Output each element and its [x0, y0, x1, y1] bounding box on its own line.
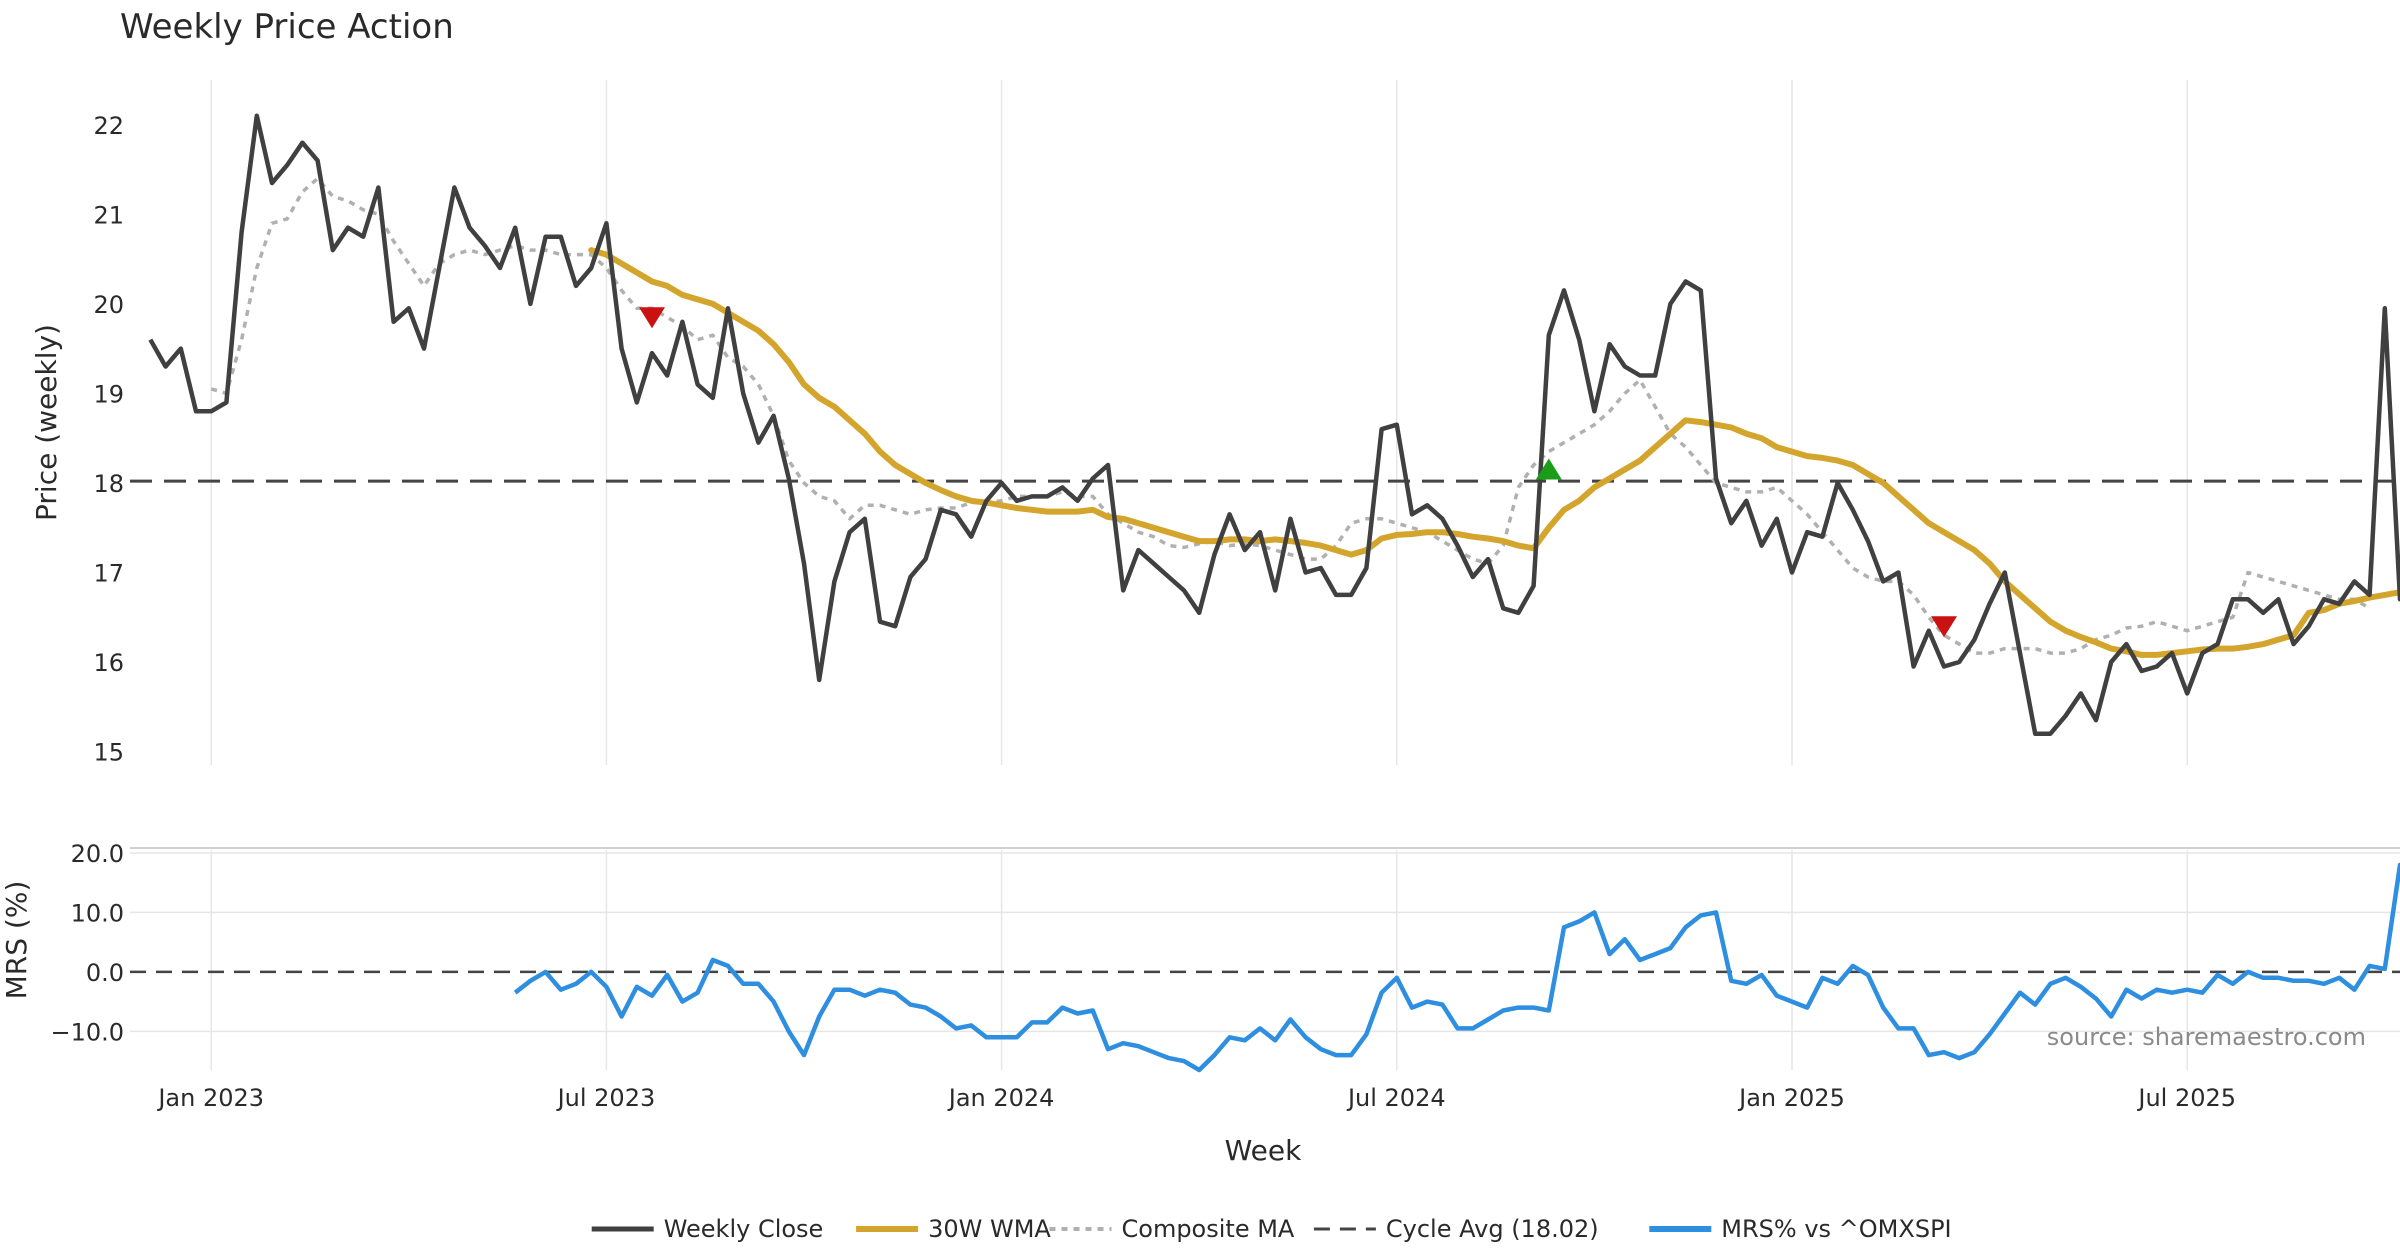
mrs-y-tick-label: 0.0 — [86, 959, 124, 987]
price-y-tick-label: 20 — [93, 291, 124, 319]
legend-label-close: Weekly Close — [664, 1215, 824, 1243]
legend: Weekly Close 30W WMA Composite MA Cycle Avg… — [591, 1215, 1952, 1243]
price-y-tick-label: 22 — [93, 112, 124, 140]
legend-label-composite: Composite MA — [1122, 1215, 1295, 1243]
mrs-y-tick-label: 20.0 — [71, 840, 124, 868]
legend-item-composite: Composite MA — [1049, 1215, 1295, 1243]
wma-30w-line — [588, 247, 2400, 658]
weekly-close-line — [148, 113, 2400, 736]
mrs-y-axis: 20.0 10.0 0.0 −10.0 — [50, 840, 124, 1046]
mrs-line — [513, 862, 2400, 1073]
legend-label-mrs: MRS% vs ^OMXSPI — [1721, 1215, 1951, 1243]
composite-ma-line — [210, 176, 2371, 655]
legend-label-cycle: Cycle Avg (18.02) — [1386, 1215, 1599, 1243]
x-tick-label: Jul 2025 — [2136, 1084, 2236, 1112]
signal-markers — [639, 307, 1957, 638]
x-axis-title: Week — [1225, 1134, 1302, 1167]
price-y-axis-title: Price (weekly) — [30, 324, 63, 521]
x-tick-label: Jan 2024 — [947, 1084, 1055, 1112]
signal-down-marker — [1931, 616, 1957, 638]
x-axis: Jan 2023 Jul 2023 Jan 2024 Jul 2024 Jan 2025… — [156, 1084, 2236, 1112]
x-tick-label: Jul 2023 — [556, 1084, 656, 1112]
signal-down-marker — [639, 307, 665, 329]
x-tick-label: Jul 2024 — [1346, 1084, 1446, 1112]
price-y-tick-label: 21 — [93, 201, 124, 229]
source-label: source: sharemaestro.com — [2047, 1023, 2366, 1051]
mrs-y-axis-title: MRS (%) — [0, 881, 33, 1000]
price-y-tick-label: 17 — [93, 559, 124, 587]
mrs-y-tick-label: −10.0 — [50, 1018, 124, 1046]
legend-item-close: Weekly Close — [591, 1215, 824, 1243]
chart-title: Weekly Price Action — [120, 7, 454, 47]
price-y-tick-label: 15 — [93, 739, 124, 767]
legend-item-mrs: MRS% vs ^OMXSPI — [1649, 1215, 1952, 1243]
legend-item-wma: 30W WMA — [856, 1215, 1051, 1243]
signal-up-marker — [1535, 458, 1562, 480]
price-y-tick-label: 16 — [93, 649, 124, 677]
price-panel: 15 16 17 18 19 20 21 22 Price (weekly) — [30, 80, 2400, 767]
price-y-tick-label: 19 — [93, 380, 124, 408]
x-tick-label: Jan 2023 — [156, 1084, 264, 1112]
mrs-panel: 20.0 10.0 0.0 −10.0 MRS (%) source: sharema… — [0, 840, 2400, 1073]
price-y-tick-label: 18 — [93, 470, 124, 498]
mrs-y-tick-label: 10.0 — [71, 899, 124, 927]
x-tick-label: Jan 2025 — [1737, 1084, 1845, 1112]
legend-label-wma: 30W WMA — [928, 1215, 1051, 1243]
price-y-axis: 15 16 17 18 19 20 21 22 — [93, 112, 124, 767]
legend-item-cycle: Cycle Avg (18.02) — [1313, 1215, 1599, 1243]
